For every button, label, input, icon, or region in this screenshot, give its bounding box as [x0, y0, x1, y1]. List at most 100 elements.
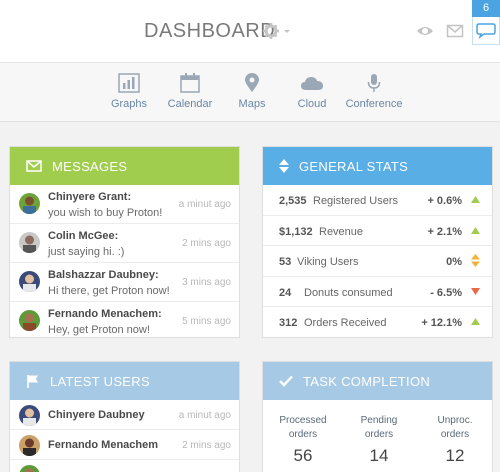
- nav-cloud[interactable]: Cloud: [292, 73, 332, 121]
- message-sender: Fernando Menachem:: [48, 308, 162, 320]
- task-count: 56: [293, 446, 313, 465]
- general-stats-title: GENERAL STATS: [299, 158, 409, 174]
- task-label: orders: [440, 429, 470, 440]
- messages-title: MESSAGES: [52, 158, 128, 174]
- message-item[interactable]: Balshazzar Daubney: Hi there, get Proton…: [10, 263, 239, 302]
- task-label: Unproc.: [437, 415, 473, 426]
- avatar: [19, 193, 40, 214]
- trend-up-icon: [471, 226, 480, 234]
- nav-maps[interactable]: Maps: [232, 73, 272, 121]
- nav-conference[interactable]: Conference: [344, 73, 404, 121]
- stat-label: Viking Users: [297, 256, 359, 268]
- task-unprocessed: Unproc. orders 12: [415, 414, 495, 466]
- stat-label: Orders Received: [304, 317, 387, 329]
- message-time: 2 mins ago: [182, 238, 231, 249]
- stat-change: + 2.1%: [427, 225, 462, 238]
- stat-value: 24: [279, 286, 292, 299]
- task-label: Pending: [360, 415, 398, 426]
- stat-label: Revenue: [319, 225, 364, 238]
- eye-icon[interactable]: [416, 22, 434, 40]
- user-time: 2 mins ago: [182, 440, 231, 451]
- nav-conference-label: Conference: [345, 98, 403, 110]
- task-pending: Pending orders 14: [339, 414, 419, 466]
- message-sender: Chinyere Grant:: [48, 191, 132, 203]
- message-time: 3 mins ago: [182, 277, 231, 288]
- avatar: [19, 271, 40, 292]
- user-item[interactable]: Chinyere Daubney a minut ago: [10, 400, 239, 430]
- map-pin-icon: [245, 73, 259, 92]
- user-item[interactable]: Fernando Menachem 2 mins ago: [10, 430, 239, 460]
- nav-cloud-label: Cloud: [297, 98, 327, 110]
- gear-icon[interactable]: [262, 22, 292, 40]
- task-completion-header: TASK COMPLETION: [263, 362, 492, 400]
- message-time: a minut ago: [178, 199, 231, 210]
- general-stats-header: GENERAL STATS: [263, 147, 492, 185]
- bar-chart-icon: [118, 73, 140, 93]
- message-text: you wish to buy Proton!: [48, 207, 163, 219]
- envelope-icon[interactable]: [446, 22, 464, 40]
- message-text: Hi there, get Proton now!: [48, 285, 170, 297]
- user-time: a minut ago: [178, 410, 231, 421]
- nav-calendar[interactable]: Calendar: [166, 73, 214, 121]
- latest-users-title: LATEST USERS: [50, 373, 150, 389]
- top-header: DASHBOARD 6: [0, 0, 500, 62]
- message-sender: Balshazzar Daubney:: [48, 269, 159, 281]
- message-item[interactable]: Colin McGee: just saying hi. :) 2 mins a…: [10, 224, 239, 263]
- trend-neutral-icon: [471, 254, 480, 267]
- avatar: [19, 435, 40, 456]
- page-title: DASHBOARD: [144, 20, 276, 42]
- avatar: [19, 310, 40, 331]
- cloud-icon: [301, 77, 323, 90]
- task-processed: Processed orders 56: [263, 414, 343, 466]
- flag-icon: [27, 375, 38, 388]
- stat-change: + 12.1%: [421, 317, 462, 329]
- message-text: just saying hi. :): [48, 246, 125, 258]
- message-sender: Colin McGee:: [48, 230, 119, 242]
- task-label: orders: [288, 429, 318, 440]
- stat-change: 0%: [446, 256, 462, 268]
- trend-up-icon: [471, 318, 480, 325]
- stat-value: 2,535: [279, 195, 307, 207]
- messages-panel: MESSAGES Chinyere Grant: you wish to buy…: [9, 146, 240, 338]
- nav-calendar-label: Calendar: [167, 98, 213, 110]
- task-count: 14: [369, 446, 389, 465]
- message-time: 5 mins ago: [182, 316, 231, 327]
- task-label: orders: [364, 429, 394, 440]
- envelope-icon: [26, 160, 42, 172]
- user-name: Chinyere Daubney: [48, 409, 145, 421]
- stat-change: + 0.6%: [427, 195, 462, 207]
- stat-row: 24 Donuts consumed - 6.5%: [263, 277, 492, 307]
- checkmark-icon: [279, 375, 293, 387]
- sort-icon: [279, 159, 289, 173]
- user-name: Fernando Menachem: [48, 439, 159, 451]
- latest-users-header: LATEST USERS: [10, 362, 239, 400]
- trend-down-icon: [471, 287, 480, 295]
- trend-up-icon: [471, 196, 480, 203]
- nav-maps-label: Maps: [238, 98, 266, 110]
- stat-row: 312 Orders Received + 12.1%: [263, 307, 492, 338]
- message-item[interactable]: Chinyere Grant: you wish to buy Proton! …: [10, 185, 239, 224]
- message-text: Hey, get Proton now!: [48, 324, 150, 336]
- message-item[interactable]: Fernando Menachem: Hey, get Proton now! …: [10, 302, 239, 341]
- task-completion-title: TASK COMPLETION: [303, 373, 431, 389]
- task-label: Processed: [279, 415, 327, 426]
- message-count-badge: 6: [472, 0, 500, 17]
- speech-bubble-icon[interactable]: [472, 17, 500, 45]
- messages-header: MESSAGES: [10, 147, 239, 185]
- nav-graphs[interactable]: Graphs: [108, 73, 150, 121]
- stat-value: 53: [279, 256, 292, 268]
- latest-users-panel: LATEST USERS Chinyere Daubney a minut ag…: [9, 361, 240, 472]
- stat-label: Donuts consumed: [304, 286, 393, 299]
- nav-graphs-label: Graphs: [110, 98, 148, 110]
- general-stats-panel: GENERAL STATS 2,535 Registered Users + 0…: [262, 146, 493, 338]
- stat-row: 2,535 Registered Users + 0.6%: [263, 185, 492, 216]
- user-item[interactable]: [10, 460, 239, 472]
- microphone-icon: [367, 74, 381, 92]
- stat-row: $1,132 Revenue + 2.1%: [263, 216, 492, 246]
- task-completion-panel: TASK COMPLETION Processed orders 56 Pend…: [262, 361, 493, 472]
- stat-label: Registered Users: [313, 195, 398, 207]
- task-count: 12: [445, 446, 465, 465]
- calendar-icon: [180, 73, 200, 93]
- avatar: [19, 405, 40, 426]
- stat-value: $1,132: [279, 225, 313, 238]
